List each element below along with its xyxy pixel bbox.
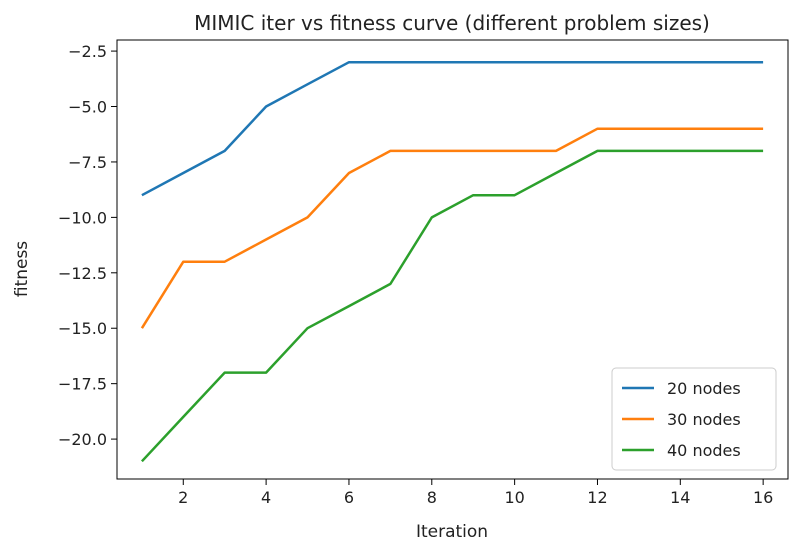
- x-axis-label: Iteration: [416, 522, 488, 542]
- legend-label: 40 nodes: [667, 441, 741, 460]
- legend: 20 nodes 30 nodes 40 nodes: [611, 367, 777, 471]
- y-tick-label: −17.5: [58, 375, 107, 394]
- series-line-30-nodes: [140, 127, 764, 329]
- legend-label: 30 nodes: [667, 410, 741, 429]
- x-axis-ticks: 2 4 6 8 10 12 14 16: [178, 479, 773, 507]
- legend-label: 20 nodes: [667, 379, 741, 398]
- series-line-20-nodes: [141, 60, 764, 197]
- x-tick-label: 10: [504, 488, 524, 507]
- chart-title: MIMIC iter vs fitness curve (different p…: [194, 11, 710, 35]
- y-tick-label: −20.0: [58, 430, 107, 449]
- y-tick-label: −7.5: [68, 153, 107, 172]
- y-axis-label: fitness: [12, 241, 32, 297]
- x-tick-label: 14: [670, 488, 690, 507]
- y-tick-label: −10.0: [58, 208, 107, 227]
- y-tick-label: −5.0: [68, 98, 107, 117]
- x-tick-label: 8: [427, 488, 437, 507]
- series-line-40-nodes: [140, 149, 764, 463]
- y-axis-ticks: −2.5 −5.0 −7.5 −10.0 −12.5 −15.0 −17.5 −20.0: [58, 42, 117, 449]
- x-tick-label: 16: [753, 488, 773, 507]
- x-tick-label: 6: [344, 488, 354, 507]
- x-tick-label: 4: [261, 488, 271, 507]
- plot-frame: [116, 39, 789, 480]
- y-tick-label: −2.5: [68, 42, 107, 61]
- y-tick-label: −12.5: [58, 264, 107, 283]
- y-tick-label: −15.0: [58, 319, 107, 338]
- series-lines: [140, 60, 764, 463]
- x-tick-label: 2: [178, 488, 188, 507]
- x-tick-label: 12: [587, 488, 607, 507]
- plot-area: [116, 39, 789, 480]
- legend-box: [611, 367, 777, 471]
